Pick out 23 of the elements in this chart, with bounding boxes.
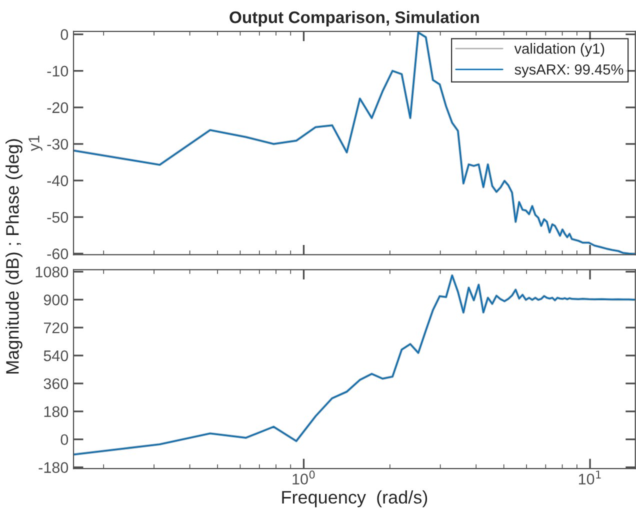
y-tick-label: 1080 [36, 266, 68, 278]
text: Magnitude (dB) ; Phase (deg) [6, 139, 22, 374]
y-tick-label: 0 [60, 29, 68, 40]
x-axis-title: Frequency (rad/s) [282, 490, 428, 508]
y-tick-label: 180 [44, 406, 68, 418]
y-tick-label: -50 [47, 212, 68, 223]
y-tick-label: -30 [47, 138, 68, 150]
y-tick-label: 900 [44, 294, 68, 306]
legend-label: validation (y1) [514, 43, 604, 57]
y-tick-label: 360 [44, 378, 68, 390]
x-tick-label: 10$^{0}$ [292, 470, 315, 484]
y-tick-label: 0 [60, 434, 68, 446]
x-tick-label: 10$^{1}$ [578, 470, 601, 484]
y-axis-title: y1 [28, 136, 42, 152]
y-tick-label: -180 [38, 462, 68, 473]
y-tick-label: -40 [47, 175, 68, 186]
y-tick-label: -20 [47, 102, 68, 114]
y-tick-label: 540 [44, 350, 68, 362]
y-tick-label: -60 [47, 248, 68, 260]
chart-title: Output Comparison, Simulation [230, 10, 479, 27]
y-tick-label: 720 [44, 322, 68, 334]
legend-label: sysARX: 99.45% [514, 64, 624, 78]
y-tick-label: -10 [47, 66, 68, 77]
